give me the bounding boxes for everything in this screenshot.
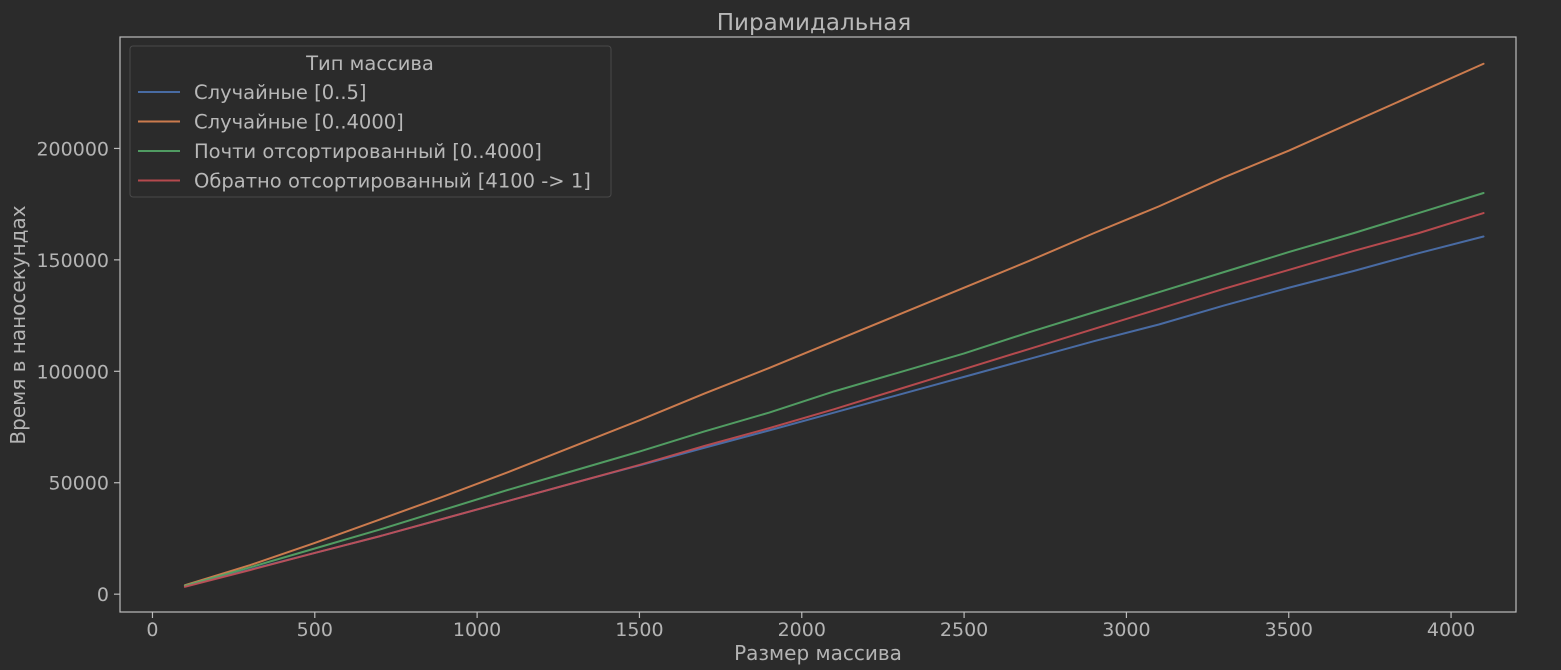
x-axis-ticks: 0 500 1000 1500 2000 2500 3000 3500 4000 xyxy=(146,612,1475,641)
y-tick-label: 200000 xyxy=(36,138,109,160)
series-line-3 xyxy=(183,212,1485,588)
x-tick-label: 2000 xyxy=(778,619,826,641)
x-tick-label: 4000 xyxy=(1427,619,1475,641)
y-tick-label: 0 xyxy=(97,584,109,606)
chart-title: Пирамидальная xyxy=(717,10,911,36)
legend-items: Случайные [0..5] Случайные [0..4000] Почти… xyxy=(138,81,591,193)
axes-frame xyxy=(119,36,1517,613)
legend-entry-0: Случайные [0..5] xyxy=(194,81,367,104)
legend-box xyxy=(129,45,612,198)
series-layer xyxy=(183,62,1485,588)
y-axis-label: Время в наносекундах xyxy=(6,205,30,444)
y-tick-label: 100000 xyxy=(36,361,109,383)
x-tick-label: 500 xyxy=(297,619,333,641)
y-tick-label: 150000 xyxy=(36,250,109,272)
legend-title: Тип массива xyxy=(305,52,434,75)
x-tick-label: 1500 xyxy=(615,619,663,641)
x-tick-label: 1000 xyxy=(453,619,501,641)
series-line-2 xyxy=(183,192,1485,587)
legend: Тип массива Случайные [0..5]Случайные [0… xyxy=(129,45,612,198)
x-axis-label: Размер массива xyxy=(734,641,902,665)
x-tick-label: 3500 xyxy=(1265,619,1313,641)
x-tick-label: 0 xyxy=(146,619,158,641)
legend-entry-3: Обратно отсортированный [4100 -> 1] xyxy=(194,170,591,193)
legend-entry-1: Случайные [0..4000] xyxy=(194,111,404,134)
y-tick-label: 50000 xyxy=(49,473,109,495)
x-tick-label: 2500 xyxy=(940,619,988,641)
y-axis-ticks: 0 50000 100000 150000 200000 xyxy=(36,138,120,606)
legend-entry-2: Почти отсортированный [0..4000] xyxy=(194,140,542,163)
series-line-1 xyxy=(183,62,1485,587)
x-tick-label: 3000 xyxy=(1102,619,1150,641)
